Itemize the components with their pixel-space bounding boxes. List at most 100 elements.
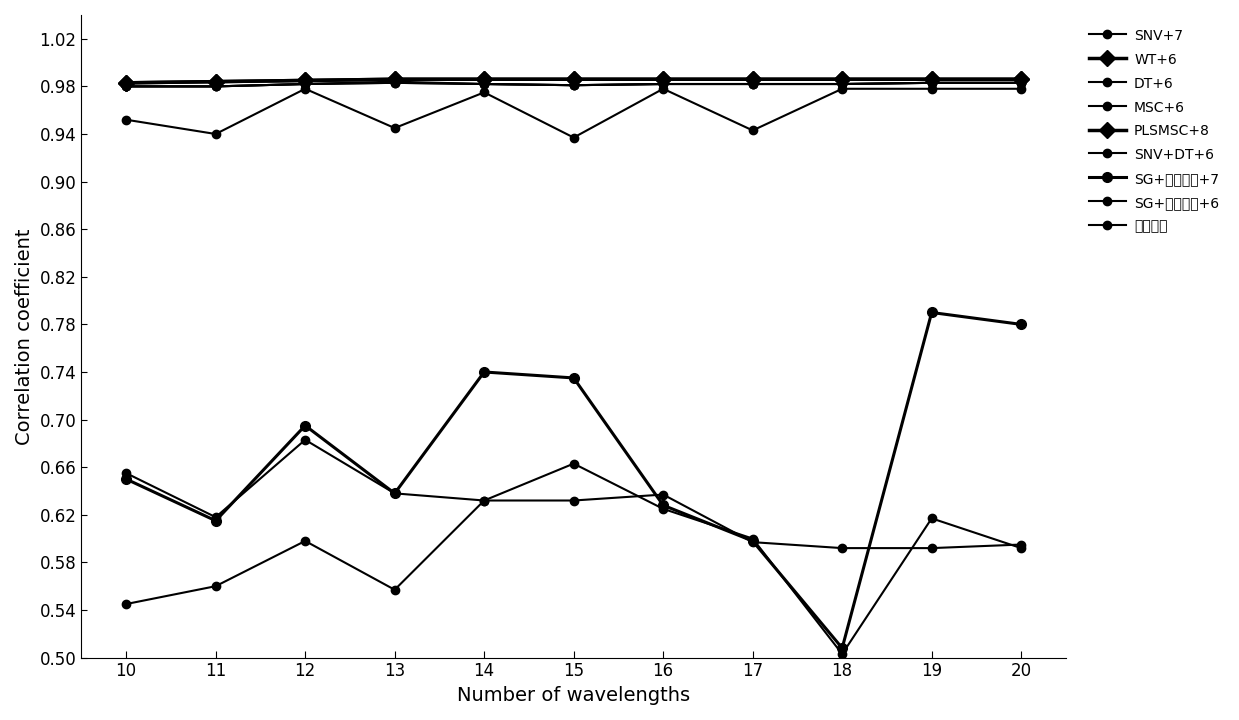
SG+二阶导数+6 bbox=[835, 649, 850, 658]
SG+一阶导数+7 bbox=[924, 308, 939, 317]
Line: PLSMSC+8: PLSMSC+8 bbox=[120, 73, 1027, 89]
DT+6 bbox=[477, 80, 492, 89]
WT+6 bbox=[745, 75, 760, 84]
WT+6 bbox=[388, 75, 403, 84]
PLSMSC+8 bbox=[835, 75, 850, 84]
PLSMSC+8 bbox=[566, 75, 581, 84]
SG+一阶导数+7 bbox=[297, 421, 312, 430]
无预处理 bbox=[119, 469, 134, 477]
WT+6 bbox=[208, 77, 223, 86]
SNV+7 bbox=[477, 80, 492, 89]
WT+6 bbox=[655, 75, 670, 84]
SNV+DT+6 bbox=[388, 124, 403, 132]
SNV+7 bbox=[119, 82, 134, 91]
SG+一阶导数+7 bbox=[566, 374, 581, 382]
SG+二阶导数+6 bbox=[745, 534, 760, 543]
SNV+DT+6 bbox=[477, 88, 492, 96]
DT+6 bbox=[566, 81, 581, 89]
WT+6 bbox=[1014, 75, 1028, 84]
WT+6 bbox=[119, 78, 134, 87]
SG+一阶导数+7 bbox=[745, 536, 760, 545]
DT+6 bbox=[119, 82, 134, 91]
MSC+6 bbox=[835, 80, 850, 89]
SNV+7 bbox=[566, 81, 581, 89]
无预处理 bbox=[477, 496, 492, 505]
无预处理 bbox=[835, 544, 850, 552]
PLSMSC+8 bbox=[297, 76, 312, 85]
DT+6 bbox=[388, 78, 403, 87]
SG+二阶导数+6 bbox=[655, 505, 670, 513]
SNV+DT+6 bbox=[297, 84, 312, 93]
MSC+6 bbox=[477, 80, 492, 89]
DT+6 bbox=[835, 80, 850, 89]
MSC+6 bbox=[566, 81, 581, 89]
SG+一阶导数+7 bbox=[835, 644, 850, 652]
Line: SG+二阶导数+6: SG+二阶导数+6 bbox=[121, 459, 1026, 658]
X-axis label: Number of wavelengths: Number of wavelengths bbox=[457, 686, 690, 705]
DT+6 bbox=[745, 80, 760, 89]
PLSMSC+8 bbox=[208, 77, 223, 86]
SNV+7 bbox=[835, 80, 850, 89]
SG+一阶导数+7 bbox=[655, 501, 670, 510]
SG+二阶导数+6 bbox=[477, 496, 492, 505]
SG+一阶导数+7 bbox=[388, 489, 403, 498]
MSC+6 bbox=[388, 78, 403, 87]
DT+6 bbox=[297, 80, 312, 89]
SNV+DT+6 bbox=[1014, 84, 1028, 93]
Line: 无预处理: 无预处理 bbox=[121, 436, 1026, 552]
无预处理 bbox=[208, 513, 223, 521]
SNV+7 bbox=[1014, 78, 1028, 87]
SG+二阶导数+6 bbox=[297, 536, 312, 545]
WT+6 bbox=[835, 75, 850, 84]
WT+6 bbox=[477, 75, 492, 84]
SNV+DT+6 bbox=[655, 84, 670, 93]
Line: SNV+7: SNV+7 bbox=[121, 78, 1026, 91]
SNV+DT+6 bbox=[208, 130, 223, 138]
SNV+7 bbox=[388, 77, 403, 86]
Line: SNV+DT+6: SNV+DT+6 bbox=[121, 85, 1026, 142]
MSC+6 bbox=[1014, 78, 1028, 87]
SG+二阶导数+6 bbox=[119, 600, 134, 608]
SNV+7 bbox=[297, 80, 312, 89]
SG+二阶导数+6 bbox=[924, 514, 939, 523]
SG+一阶导数+7 bbox=[208, 516, 223, 525]
SG+二阶导数+6 bbox=[1014, 544, 1028, 552]
SNV+DT+6 bbox=[119, 115, 134, 124]
SNV+7 bbox=[208, 82, 223, 91]
SNV+7 bbox=[745, 80, 760, 89]
SG+二阶导数+6 bbox=[388, 585, 403, 594]
MSC+6 bbox=[924, 78, 939, 87]
SNV+DT+6 bbox=[566, 133, 581, 142]
Line: WT+6: WT+6 bbox=[120, 73, 1027, 89]
无预处理 bbox=[1014, 540, 1028, 549]
SNV+7 bbox=[924, 78, 939, 87]
SNV+DT+6 bbox=[745, 126, 760, 135]
无预处理 bbox=[297, 436, 312, 444]
无预处理 bbox=[388, 489, 403, 498]
PLSMSC+8 bbox=[388, 75, 403, 84]
Line: MSC+6: MSC+6 bbox=[121, 78, 1026, 91]
无预处理 bbox=[566, 496, 581, 505]
MSC+6 bbox=[208, 82, 223, 91]
SG+二阶导数+6 bbox=[208, 582, 223, 590]
Line: DT+6: DT+6 bbox=[121, 78, 1026, 91]
无预处理 bbox=[655, 490, 670, 499]
MSC+6 bbox=[745, 80, 760, 89]
PLSMSC+8 bbox=[477, 75, 492, 84]
MSC+6 bbox=[119, 82, 134, 91]
DT+6 bbox=[924, 78, 939, 87]
DT+6 bbox=[1014, 78, 1028, 87]
PLSMSC+8 bbox=[1014, 75, 1028, 84]
无预处理 bbox=[924, 544, 939, 552]
Y-axis label: Correlation coefficient: Correlation coefficient bbox=[15, 228, 33, 444]
DT+6 bbox=[208, 82, 223, 91]
Legend: SNV+7, WT+6, DT+6, MSC+6, PLSMSC+8, SNV+DT+6, SG+一阶导数+7, SG+二阶导数+6, 无预处理: SNV+7, WT+6, DT+6, MSC+6, PLSMSC+8, SNV+… bbox=[1084, 23, 1224, 238]
SG+一阶导数+7 bbox=[477, 368, 492, 377]
MSC+6 bbox=[297, 80, 312, 89]
PLSMSC+8 bbox=[119, 78, 134, 87]
PLSMSC+8 bbox=[745, 75, 760, 84]
SNV+DT+6 bbox=[924, 84, 939, 93]
SNV+7 bbox=[655, 80, 670, 89]
SG+一阶导数+7 bbox=[1014, 320, 1028, 329]
WT+6 bbox=[924, 75, 939, 84]
